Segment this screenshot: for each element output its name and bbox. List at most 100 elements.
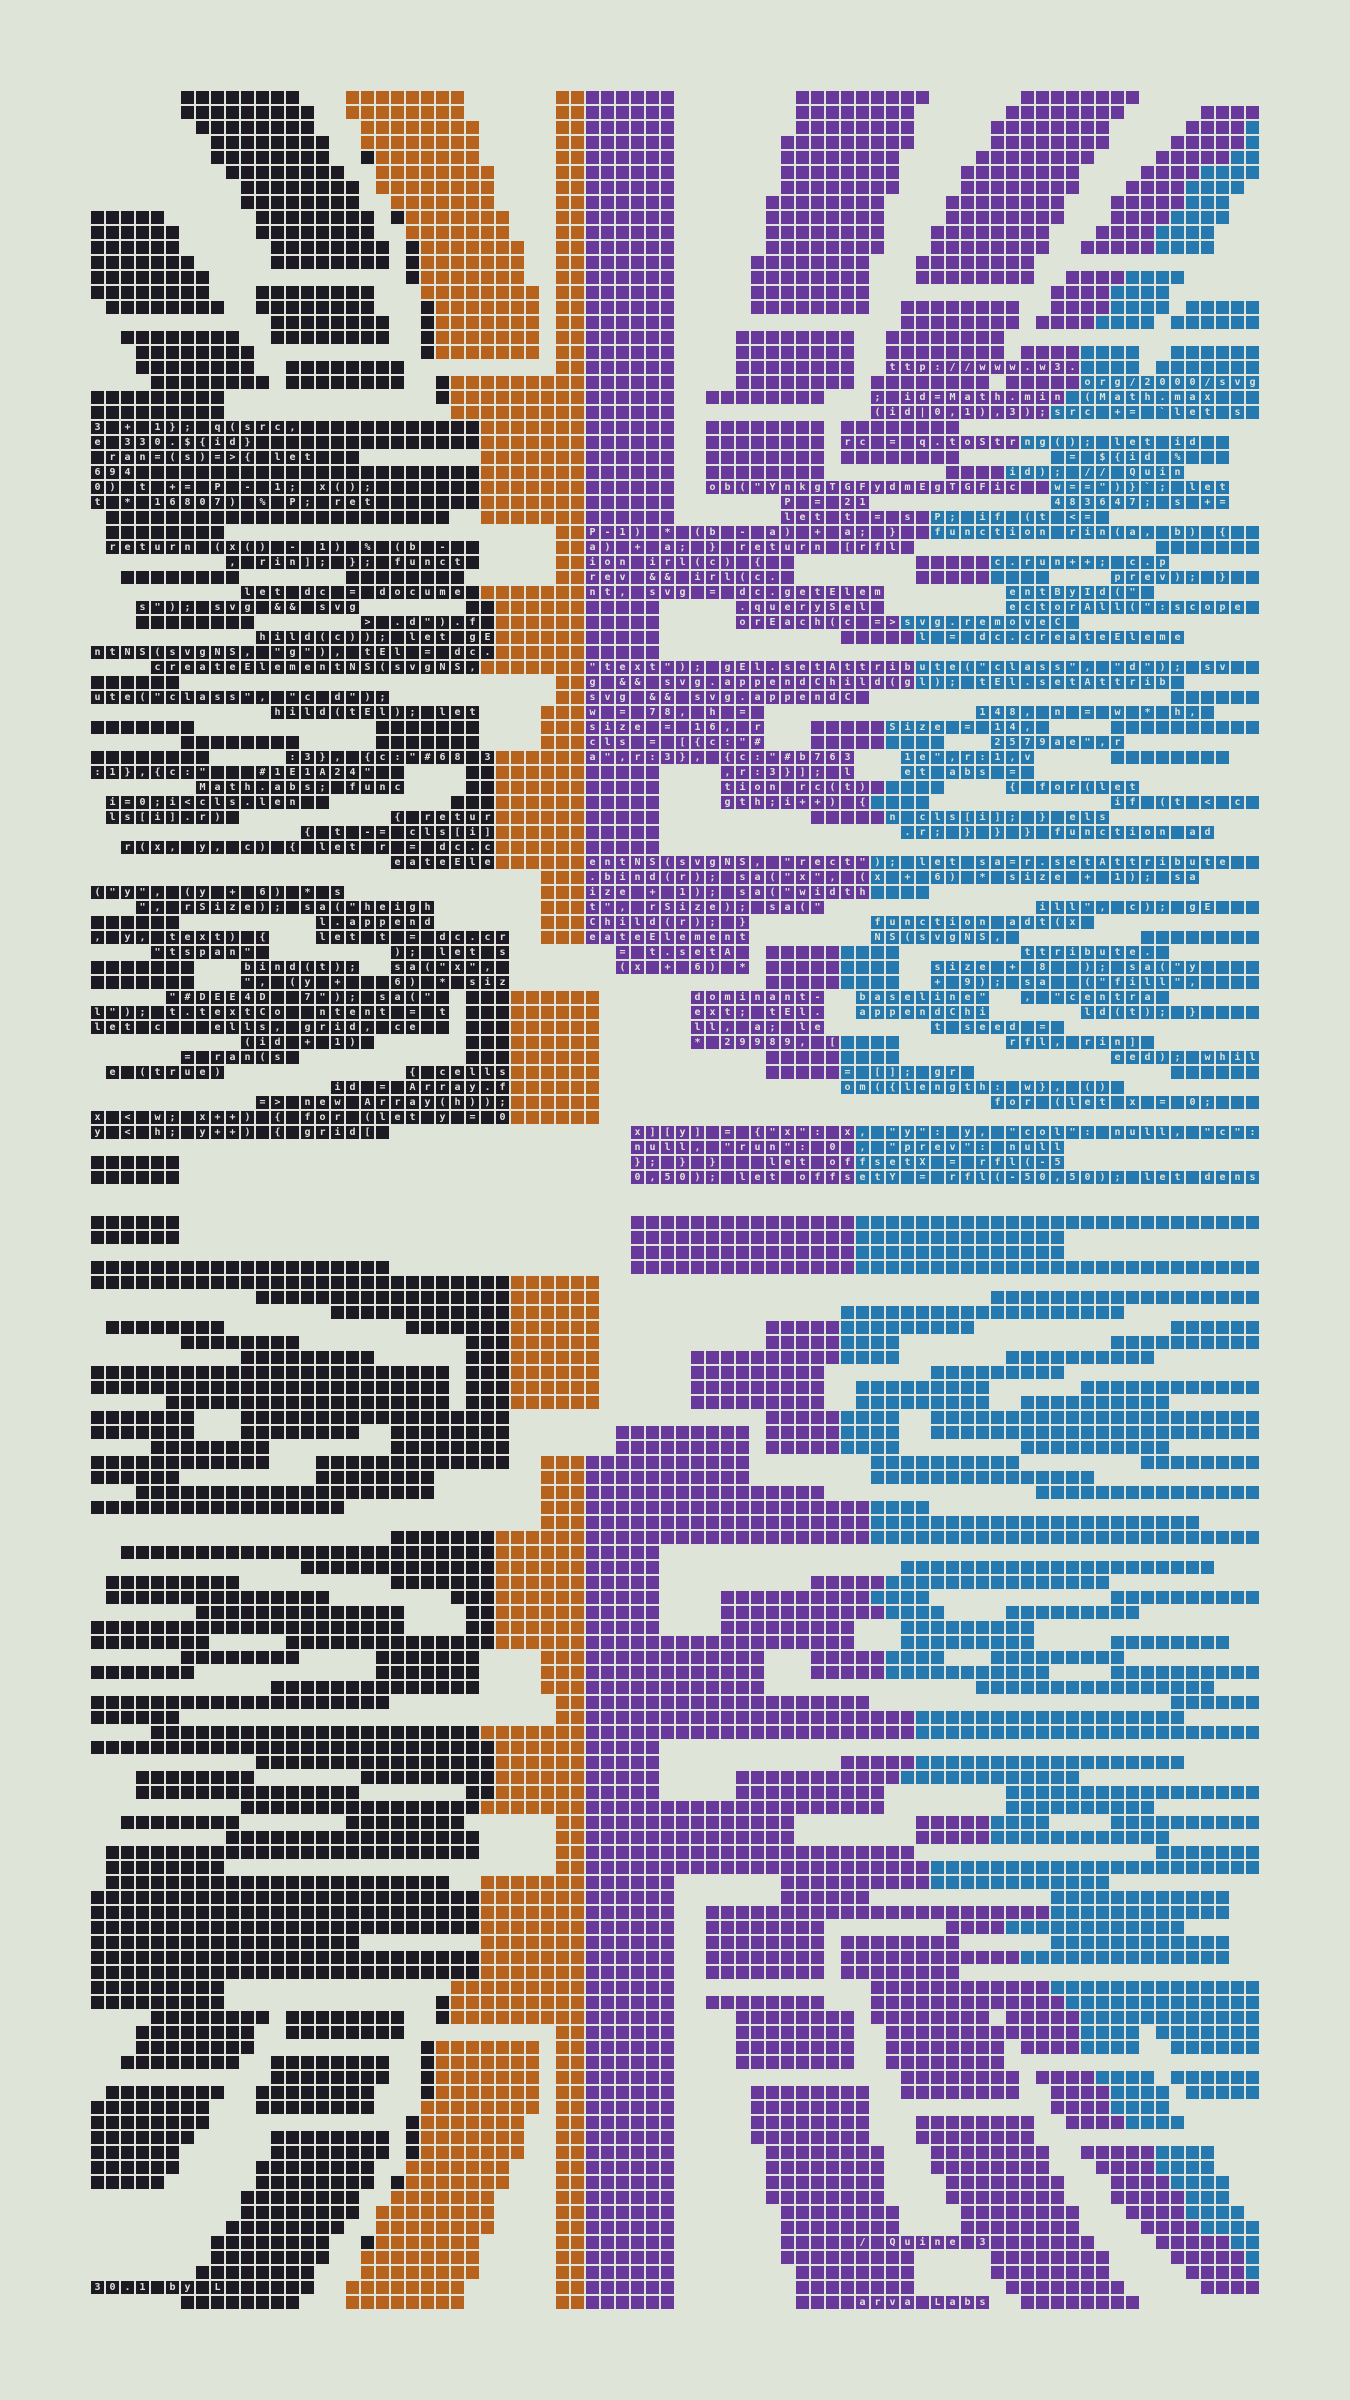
grid-cell [1231,1261,1244,1274]
grid-cell: , [991,931,1004,944]
grid-cell: : [1246,1126,1259,1139]
grid-cell [736,721,749,734]
grid-cell [181,1441,194,1454]
grid-cell: o [1006,1096,1019,1109]
grid-cell [766,331,779,344]
grid-cell: z [691,901,704,914]
grid-cell [586,421,599,434]
grid-cell [346,1096,359,1109]
grid-cell [1246,166,1259,179]
grid-cell [1156,1261,1169,1274]
grid-cell [466,1306,479,1319]
grid-cell [931,736,944,749]
grid-cell [1126,226,1139,239]
grid-cell [646,511,659,524]
grid-cell [826,1261,839,1274]
grid-cell: i [256,961,269,974]
grid-cell: c [706,556,719,569]
grid-cell: l [856,676,869,689]
grid-cell [1231,136,1244,149]
grid-cell [811,1351,824,1364]
grid-cell [961,631,974,644]
grid-cell [571,616,584,629]
grid-cell [436,301,449,314]
grid-cell: e [766,676,779,689]
grid-cell: v [946,1141,959,1154]
grid-cell [541,736,554,749]
grid-cell [826,1336,839,1349]
grid-cell [916,451,929,464]
grid-cell [601,301,614,314]
grid-cell [811,181,824,194]
grid-cell: r [1126,991,1139,1004]
grid-cell [346,1486,359,1499]
grid-cell [901,796,914,809]
grid-cell [346,511,359,524]
grid-cell [181,976,194,989]
grid-cell: t [841,661,854,674]
grid-cell [991,226,1004,239]
grid-cell [721,916,734,929]
grid-cell: n [1171,466,1184,479]
grid-cell [616,1546,629,1559]
grid-cell: c [481,841,494,854]
grid-cell [946,316,959,329]
grid-cell [586,1111,599,1124]
grid-cell [286,331,299,344]
grid-cell [736,451,749,464]
grid-cell: r [1021,1096,1034,1109]
grid-cell [856,241,869,254]
grid-cell [166,1366,179,1379]
grid-cell [496,511,509,524]
grid-cell [196,541,209,554]
grid-cell: N [346,661,359,674]
grid-cell: l [841,766,854,779]
grid-cell [976,271,989,284]
grid-cell [541,931,554,944]
grid-cell [556,1576,569,1589]
grid-cell [571,601,584,614]
grid-cell [376,571,389,584]
grid-cell [286,1021,299,1034]
grid-cell [526,661,539,674]
grid-cell [421,1471,434,1484]
grid-cell: l [256,796,269,809]
grid-cell [1021,961,1034,974]
grid-cell: u [916,661,929,674]
grid-cell [556,541,569,554]
grid-cell [511,616,524,629]
grid-cell: 1 [991,751,1004,764]
grid-cell [796,271,809,284]
grid-cell [1036,316,1049,329]
grid-cell: < [1201,796,1214,809]
grid-cell [646,1486,659,1499]
grid-cell [556,1546,569,1559]
grid-cell [1171,541,1184,554]
grid-cell [826,526,839,539]
grid-cell [826,271,839,284]
grid-cell: 1 [316,541,329,554]
grid-cell [436,1396,449,1409]
grid-cell: c [1126,556,1139,569]
grid-cell: e [1186,406,1199,419]
grid-cell [781,196,794,209]
grid-cell [691,1471,704,1484]
grid-cell [631,256,644,269]
grid-cell: r [121,841,134,854]
grid-cell: e [586,856,599,869]
grid-cell [496,211,509,224]
grid-cell: ) [241,1126,254,1139]
grid-cell: , [1021,991,1034,1004]
grid-cell: } [316,751,329,764]
grid-cell [571,211,584,224]
grid-cell [976,1516,989,1529]
grid-cell: = [406,931,419,944]
grid-cell [586,1561,599,1574]
grid-cell: g [676,586,689,599]
grid-cell [856,196,869,209]
grid-cell [181,841,194,854]
grid-cell: 6 [391,976,404,989]
grid-cell: r [736,541,749,554]
grid-cell [556,856,569,869]
grid-cell [391,481,404,494]
